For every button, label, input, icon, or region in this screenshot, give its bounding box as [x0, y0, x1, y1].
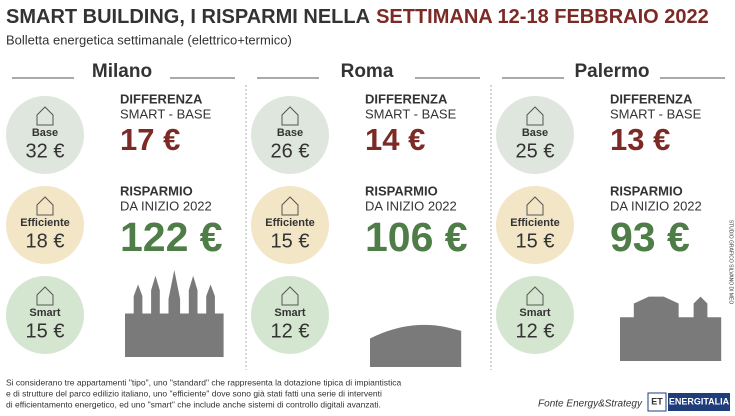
smart-label: Smart: [29, 307, 61, 319]
smart-label: Smart: [519, 307, 551, 319]
house-icon: [36, 106, 54, 126]
house-icon: [281, 286, 299, 306]
savings-title: RISPARMIO: [610, 183, 683, 198]
base-value: 26 €: [271, 140, 310, 162]
efficient-value: 18 €: [26, 230, 65, 252]
logo-box: [668, 393, 730, 411]
credit: STUDIO GRAFICO SILVANO DI MEO: [728, 220, 734, 305]
title-main: SMART BUILDING, I RISPARMI NELLA: [6, 6, 370, 28]
savings-value: 106 €: [365, 214, 468, 260]
difference-subtitle: SMART - BASE: [120, 106, 212, 121]
circle: [6, 186, 84, 264]
monument: [125, 270, 224, 357]
difference-subtitle: SMART - BASE: [610, 106, 702, 121]
note-line: di efficientamento energetico, ed uno "s…: [6, 399, 381, 409]
efficient-label: Efficiente: [510, 217, 560, 229]
smart-value: 12 €: [516, 320, 555, 342]
base-value: 25 €: [516, 140, 555, 162]
savings-subtitle: DA INIZIO 2022: [610, 198, 702, 213]
circle: [6, 276, 84, 354]
logo-icon: ET: [651, 396, 663, 406]
savings-value: 122 €: [120, 214, 223, 260]
smart-value: 12 €: [271, 320, 310, 342]
logo-mark: [647, 392, 667, 412]
circle: [251, 186, 329, 264]
savings-subtitle: DA INIZIO 2022: [120, 198, 212, 213]
subtitle: Bolletta energetica settimanale (elettri…: [6, 32, 292, 47]
house-icon: [526, 196, 544, 216]
circle: [496, 186, 574, 264]
monument: [620, 296, 722, 361]
efficient-label: Efficiente: [265, 217, 315, 229]
savings-title: RISPARMIO: [365, 183, 438, 198]
house-icon: [36, 196, 54, 216]
smart-label: Smart: [274, 307, 306, 319]
house-icon: [526, 286, 544, 306]
difference-subtitle: SMART - BASE: [365, 106, 457, 121]
savings-value: 93 €: [610, 214, 690, 260]
house-icon: [526, 106, 544, 126]
base-value: 32 €: [26, 140, 65, 162]
note-line: e di strutture del parco edilizio italia…: [6, 388, 382, 398]
city-name: Roma: [341, 61, 394, 82]
logo: ENERGITALIA: [669, 396, 730, 406]
difference-title: DIFFERENZA: [365, 91, 448, 106]
circle: [496, 276, 574, 354]
savings-subtitle: DA INIZIO 2022: [365, 198, 457, 213]
base-label: Base: [32, 127, 58, 139]
difference-title: DIFFERENZA: [120, 91, 203, 106]
note-line: Si considerano tre appartamenti "tipo", …: [6, 377, 402, 387]
monument: [370, 324, 462, 367]
efficient-value: 15 €: [271, 230, 310, 252]
difference-value: 14 €: [365, 122, 425, 157]
efficient-value: 15 €: [516, 230, 555, 252]
circle: [251, 276, 329, 354]
title: SMART BUILDING, I RISPARMI NELLA SETTIMAN…: [6, 6, 709, 28]
smart-value: 15 €: [26, 320, 65, 342]
house-icon: [281, 196, 299, 216]
city-name: Milano: [92, 61, 152, 82]
efficient-label: Efficiente: [20, 217, 70, 229]
savings-title: RISPARMIO: [120, 183, 193, 198]
circle: [6, 96, 84, 174]
city-name: Palermo: [575, 61, 650, 82]
circle: [251, 96, 329, 174]
base-label: Base: [522, 127, 548, 139]
difference-value: 17 €: [120, 122, 180, 157]
title-highlight: SETTIMANA 12-18 FEBBRAIO 2022: [376, 6, 709, 28]
difference-title: DIFFERENZA: [610, 91, 693, 106]
circle: [496, 96, 574, 174]
source: Fonte Energy&Strategy: [538, 399, 643, 410]
house-icon: [281, 106, 299, 126]
house-icon: [36, 286, 54, 306]
base-label: Base: [277, 127, 303, 139]
difference-value: 13 €: [610, 122, 670, 157]
